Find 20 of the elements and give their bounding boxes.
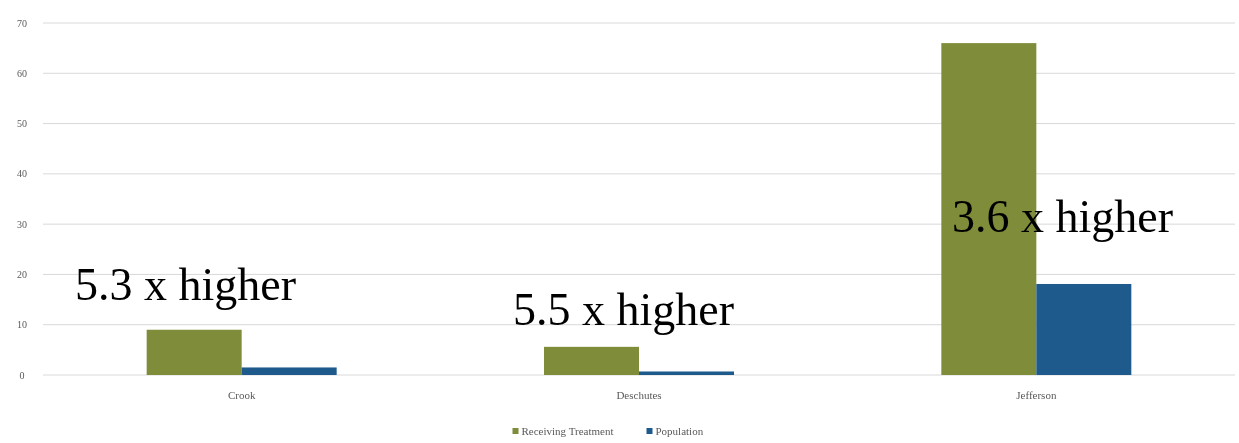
bar — [639, 371, 734, 375]
bar — [241, 367, 337, 375]
bar — [146, 329, 242, 375]
y-tick-label: 0 — [19, 369, 25, 381]
bar — [544, 346, 639, 375]
y-tick-label: 40 — [17, 168, 27, 180]
y-tick-label: 70 — [17, 17, 27, 29]
y-tick-label: 50 — [17, 118, 27, 130]
y-tick-label: 30 — [17, 218, 27, 230]
legend-label: Receiving Treatment — [521, 425, 614, 437]
annotation: 5.3 x higher — [75, 259, 297, 310]
x-tick-label: Crook — [227, 389, 256, 401]
y-tick-label: 20 — [17, 268, 27, 280]
y-tick-label: 60 — [17, 67, 27, 79]
legend-label: Population — [655, 425, 704, 437]
bar — [1036, 283, 1132, 375]
x-tick-label: Jefferson — [1016, 389, 1057, 401]
annotation: 5.5 x higher — [513, 284, 735, 335]
y-tick-label: 10 — [17, 319, 27, 331]
x-tick-label: Deschutes — [616, 389, 662, 401]
